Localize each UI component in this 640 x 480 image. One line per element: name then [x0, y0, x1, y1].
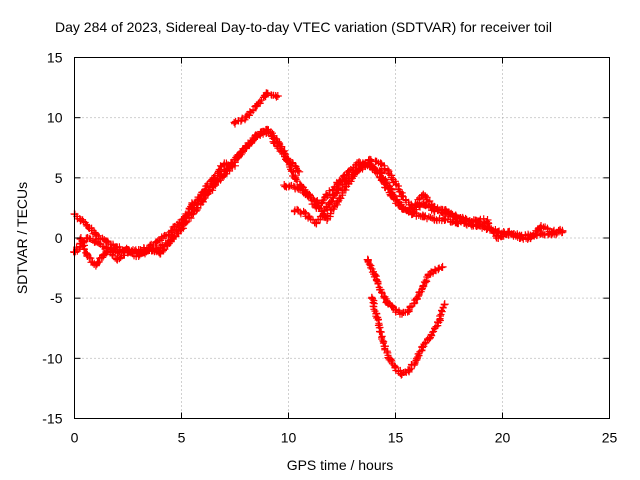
x-tick-label: 0 — [71, 430, 79, 446]
grid-lines — [74, 57, 610, 419]
axis-ticks: 0 5 10 15 20 25 -15 -10 -5 0 5 10 15 — [42, 50, 617, 446]
series-markers — [368, 293, 448, 379]
series-track-5 — [230, 89, 282, 128]
y-tick-label: 5 — [55, 170, 63, 186]
y-tick-label: -5 — [50, 290, 63, 306]
series-markers — [290, 161, 564, 243]
series-markers — [364, 256, 446, 318]
series-track-10 — [367, 293, 449, 379]
x-tick-label: 15 — [388, 430, 404, 446]
y-tick-label: -10 — [42, 350, 62, 366]
y-tick-label: 15 — [47, 50, 63, 66]
data-markers — [70, 89, 567, 379]
data-point — [376, 167, 385, 176]
x-tick-label: 25 — [602, 430, 618, 446]
y-tick-label: 0 — [55, 230, 63, 246]
chart-title: Day 284 of 2023, Sidereal Day-to-day VTE… — [55, 19, 552, 35]
series-track-9 — [363, 255, 447, 318]
x-axis-label: GPS time / hours — [286, 457, 394, 473]
series-markers — [76, 159, 237, 268]
series-markers — [281, 156, 491, 226]
x-tick-label: 20 — [495, 430, 511, 446]
y-tick-label: 10 — [47, 110, 63, 126]
series-track-3 — [76, 159, 239, 270]
data-point — [438, 262, 447, 271]
y-tick-label: -15 — [42, 411, 62, 427]
series-markers — [230, 89, 280, 126]
x-tick-label: 5 — [178, 430, 186, 446]
series-track-8 — [290, 161, 567, 243]
x-tick-label: 10 — [281, 430, 297, 446]
